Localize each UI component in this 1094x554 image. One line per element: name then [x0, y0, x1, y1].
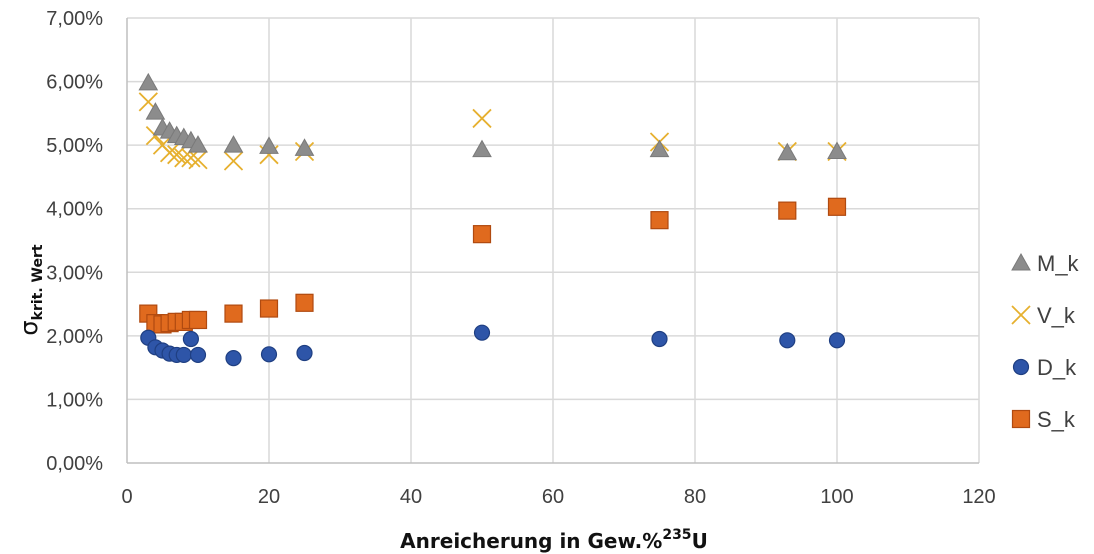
series-d-k-point: [473, 324, 491, 341]
y-axis-title: σkrit. Wert: [15, 244, 46, 335]
series-s-k-point: [778, 201, 797, 220]
series-s-k-point: [295, 293, 314, 312]
series-d-k-point: [260, 346, 278, 363]
legend: M_k V_k D_k S_k: [1011, 251, 1080, 432]
series-v-k-point: [188, 150, 208, 170]
y-tick-label: 1,00%: [46, 389, 103, 411]
series-m-k-point: [223, 135, 244, 153]
x-tick-label: 0: [121, 486, 132, 508]
legend-marker-square: [1011, 409, 1031, 429]
series-m-k-point: [649, 139, 670, 158]
series-s-k: [139, 197, 847, 334]
series-d-k-point: [175, 346, 192, 364]
series-s-k-point: [472, 225, 492, 244]
series-s-k-point: [650, 211, 669, 230]
series-s-k-point: [259, 299, 279, 318]
series-v-k-point-stroke-b: [223, 151, 244, 171]
data-markers: [138, 72, 847, 367]
series-m-k-point: [827, 141, 847, 159]
legend-label: S_k: [1037, 407, 1076, 432]
series-d-k-point: [828, 332, 846, 349]
series-s-k-point: [827, 197, 847, 216]
legend-item-v-k: V_k: [1011, 303, 1076, 328]
series-v-k: [138, 92, 847, 171]
y-tick-label: 3,00%: [46, 262, 103, 284]
legend-marker-triangle: [1011, 252, 1031, 271]
series-m-k-point: [188, 135, 208, 153]
series-d-k-point: [182, 330, 199, 348]
tick-labels: 0,00% 1,00% 2,00% 3,00% 4,00% 5,00% 6,00% 7,00%…: [46, 8, 995, 508]
series-m-k-point: [472, 139, 492, 158]
legend-item-m-k: M_k: [1011, 251, 1080, 276]
series-d-k-point: [779, 332, 796, 349]
series-m-k-point: [777, 142, 798, 161]
series-d-k-point: [225, 350, 242, 367]
series-d-k-point: [189, 346, 207, 364]
grid-layer: [127, 17, 980, 463]
series-v-k-point: [223, 151, 244, 171]
x-axis-title: Anreicherung in Gew.%235U: [400, 527, 708, 553]
series-s-k-point: [224, 304, 243, 323]
x-tick-label: 40: [400, 486, 422, 508]
series-m-k-point: [145, 102, 166, 120]
series-m-k-point: [259, 136, 279, 154]
x-tick-label: 100: [820, 486, 853, 508]
series-d-k: [140, 324, 846, 367]
series-m-k: [138, 72, 847, 161]
y-tick-label: 2,00%: [46, 326, 103, 348]
series-v-k-point-stroke-b: [159, 143, 180, 163]
series-v-k-point-stroke-b: [138, 92, 158, 112]
x-tick-label: 20: [258, 486, 280, 508]
x-tick-label: 60: [542, 486, 564, 508]
legend-marker-x-stroke-b: [1011, 305, 1031, 325]
series-v-k-point-stroke-b: [472, 108, 492, 129]
series-v-k-point: [159, 143, 180, 163]
series-v-k-point: [472, 108, 492, 129]
y-tick-label: 6,00%: [46, 72, 103, 94]
x-tick-label: 80: [684, 486, 706, 508]
legend-label: D_k: [1037, 355, 1077, 380]
series-m-k-point: [294, 138, 315, 156]
legend-label: M_k: [1037, 251, 1080, 276]
series-d-k-point: [651, 330, 668, 348]
axis-layer: [126, 18, 979, 464]
y-tick-label: 5,00%: [46, 135, 103, 157]
legend-marker-circle: [1012, 358, 1030, 376]
x-tick-label: 120: [962, 486, 995, 508]
legend-item-d-k: D_k: [1012, 355, 1077, 380]
series-s-k-point: [188, 310, 208, 330]
y-tick-label: 0,00%: [46, 453, 103, 475]
y-tick-label: 4,00%: [46, 199, 103, 221]
y-tick-label: 7,00%: [46, 8, 103, 30]
legend-label: V_k: [1037, 303, 1076, 328]
legend-marker-x: [1011, 305, 1031, 325]
series-m-k-point: [138, 72, 159, 91]
series-v-k-point-stroke-b: [188, 150, 208, 170]
series-d-k-point: [296, 344, 313, 362]
legend-item-s-k: S_k: [1011, 407, 1076, 432]
